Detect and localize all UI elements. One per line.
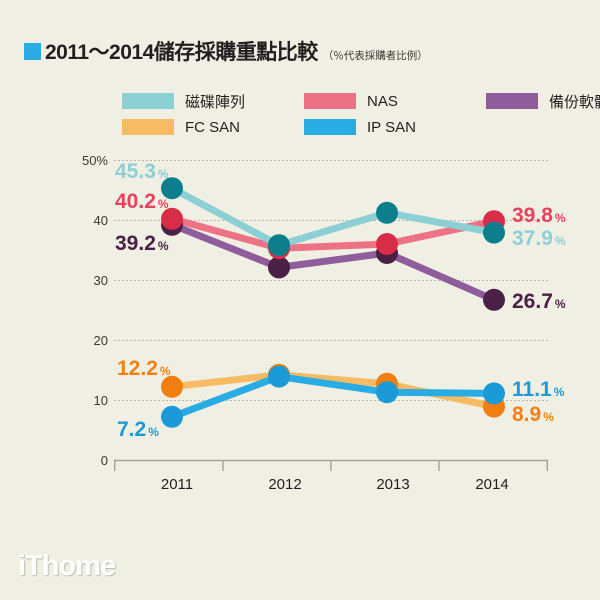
title-marker-icon [24,43,41,60]
value-label-backup-2011-number: 39.2 [115,232,156,255]
value-label-disk-2011-number: 45.3 [115,160,156,183]
value-label-disk-2014: 37.9% [512,227,566,250]
value-label-fcsan-2011-number: 12.2 [117,357,158,380]
value-label-fcsan-2014-number: 8.9 [512,403,541,426]
chart-legend: 磁碟陣列 NAS 備份軟體 FC SAN IP SAN [122,88,600,140]
series-line-disk-array [168,184,498,249]
legend-item-backup-software: 備份軟體 [486,91,600,112]
legend-swatch-disk-array [122,93,174,109]
page-title-subtitle: （％代表採購者比例） [322,49,428,62]
value-label-nas-2014-percent: % [555,211,566,225]
series-markers [161,177,505,428]
marker-backup-2012[interactable] [268,256,290,279]
ithome-logo: iThome [18,550,116,582]
value-label-fcsan-2014-percent: % [543,410,554,424]
value-label-nas-2011-percent: % [158,197,169,211]
value-label-nas-2011: 40.2% [115,190,169,213]
marker-nas-2011[interactable] [161,207,183,230]
y-axis-tick-labels: 50% 40 30 20 10 0 [82,153,108,468]
value-label-backup-2011-percent: % [158,239,169,253]
value-label-fcsan-2014: 8.9% [512,403,554,426]
series-line-backup-software [168,221,498,304]
legend-item-ip-san: IP SAN [304,119,486,136]
legend-item-disk-array: 磁碟陣列 [122,91,304,112]
value-label-disk-2011-percent: % [158,167,169,181]
x-tick-label-2012: 2012 [268,476,301,493]
legend-label-nas: NAS [367,92,398,110]
y-tick-label-0: 0 [101,453,108,468]
marker-ipsan-2014[interactable] [483,382,505,405]
marker-ipsan-2012[interactable] [268,365,290,388]
legend-swatch-fc-san [122,119,174,135]
value-label-ipsan-2014: 11.1% [512,378,565,401]
y-tick-label-20: 20 [94,333,108,348]
legend-label-disk-array: 磁碟陣列 [185,93,246,111]
value-label-backup-2011: 39.2% [115,232,169,255]
marker-fcsan-2011[interactable] [161,375,183,398]
marker-nas-2013[interactable] [376,233,398,255]
legend-row-1: 磁碟陣列 NAS 備份軟體 [122,88,600,114]
value-label-ipsan-2011-percent: % [148,425,159,439]
value-label-disk-2014-number: 37.9 [512,227,553,250]
marker-disk-2012[interactable] [268,234,290,257]
value-label-nas-2014-number: 39.8 [512,204,553,227]
series-line-ip-san [168,373,498,421]
series-line-nas [168,215,498,252]
marker-ipsan-2011[interactable] [161,405,183,428]
chart-axis [113,459,548,471]
legend-item-nas: NAS [304,93,486,110]
value-label-backup-2014: 26.7% [512,290,566,313]
marker-disk-2011[interactable] [161,177,183,200]
y-tick-label-10: 10 [94,393,108,408]
value-label-nas-2014: 39.8% [512,204,566,227]
x-tick-label-2011: 2011 [161,476,193,493]
legend-swatch-nas [304,93,356,109]
value-label-fcsan-2011-percent: % [160,364,171,378]
y-tick-label-50: 50% [82,153,108,168]
legend-swatch-backup-software [486,93,538,109]
legend-row-2: FC SAN IP SAN [122,114,592,140]
value-label-backup-2014-number: 26.7 [512,290,553,313]
marker-disk-2014[interactable] [483,221,505,244]
marker-disk-2013[interactable] [376,201,398,224]
data-value-labels: 45.3% 40.2% 39.2% 39.8% 37.9% [115,160,566,441]
marker-ipsan-2013[interactable] [376,381,398,404]
legend-label-backup-software: 備份軟體 [549,93,600,111]
legend-item-fc-san: FC SAN [122,119,304,136]
page-title: 2011～2014儲存採購重點比較 （％代表採購者比例） [24,42,428,63]
x-tick-label-2013: 2013 [376,476,409,493]
y-tick-label-40: 40 [94,213,108,228]
legend-label-fc-san: FC SAN [185,118,241,136]
value-label-ipsan-2014-number: 11.1 [512,378,552,401]
value-label-ipsan-2014-percent: % [554,385,565,399]
marker-backup-2014[interactable] [483,288,505,311]
legend-label-ip-san: IP SAN [367,118,416,136]
legend-swatch-ip-san [304,119,356,135]
value-label-backup-2014-percent: % [555,297,566,311]
page-title-main: 2011～2014儲存採購重點比較 [45,41,318,64]
value-label-ipsan-2011: 7.2% [117,418,159,441]
value-label-nas-2011-number: 40.2 [115,190,156,213]
x-axis-tick-labels: 2011 2012 2013 2014 [161,476,509,493]
value-label-ipsan-2011-number: 7.2 [117,418,146,441]
value-label-disk-2011: 45.3% [115,160,169,183]
x-tick-label-2014: 2014 [475,476,508,493]
y-tick-label-30: 30 [94,273,108,288]
value-label-disk-2014-percent: % [555,234,566,248]
series-lines [168,184,498,421]
value-label-fcsan-2011: 12.2% [117,357,171,380]
